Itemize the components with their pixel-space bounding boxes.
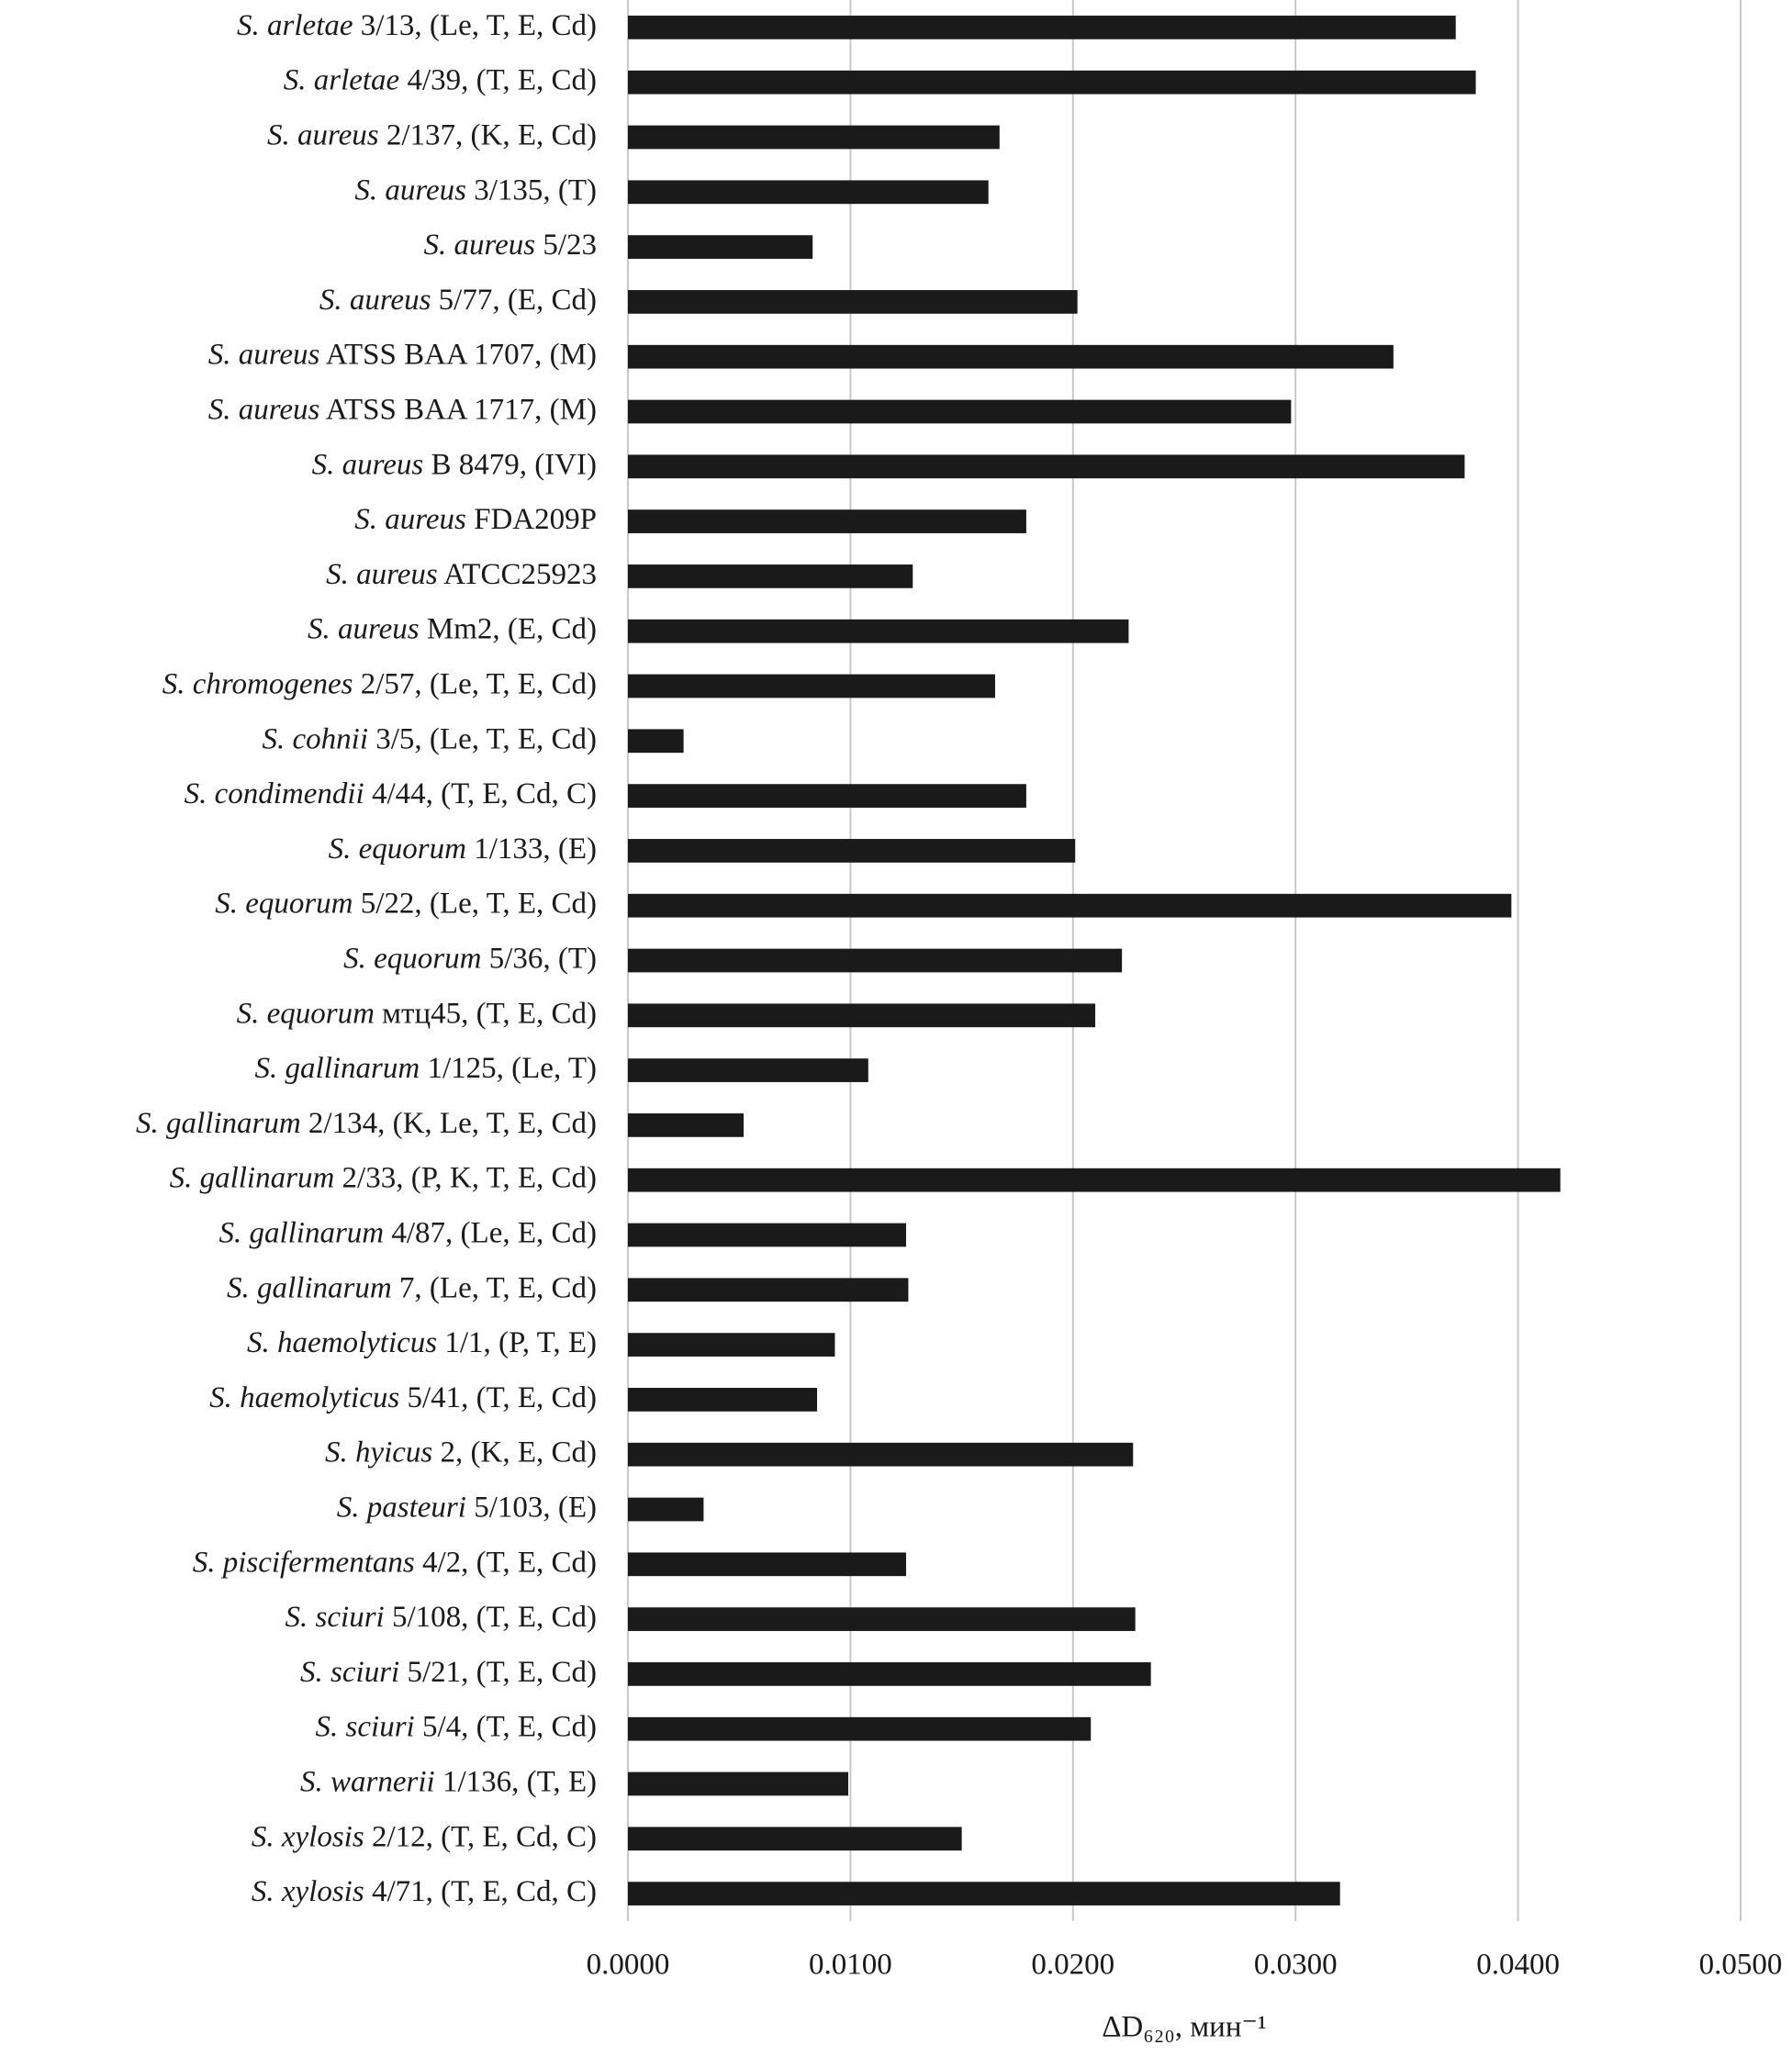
y-tick-label: S. aureus ATSS BAA 1717, (M): [208, 393, 597, 426]
x-axis-label: ΔD₆₂₀, мин⁻¹: [1102, 2011, 1267, 2044]
x-tick-label: 0.0100: [809, 1949, 892, 1982]
bar: [628, 1662, 1151, 1686]
y-tick-label: S. haemolyticus 5/41, (T, E, Cd): [209, 1380, 597, 1414]
y-tick-label: S. aureus 3/135, (T): [354, 173, 597, 207]
y-tick-label: S. condimendii 4/44, (T, E, Cd, C): [185, 777, 597, 810]
bar: [628, 344, 1394, 369]
bar: [628, 1223, 906, 1247]
y-tick-label: S. xylosis 2/12, (T, E, Cd, C): [252, 1820, 597, 1853]
x-tick-label: 0.0300: [1254, 1949, 1338, 1982]
y-tick-label: S. aureus 5/77, (E, Cd): [319, 283, 597, 316]
bar: [628, 509, 1026, 533]
y-tick-label: S. gallinarum 2/33, (P, K, T, E, Cd): [170, 1161, 597, 1194]
bar: [628, 784, 1026, 808]
x-tick-label: 0.0200: [1031, 1949, 1114, 1982]
bar: [628, 1497, 704, 1522]
x-tick-label: 0.0500: [1699, 1949, 1783, 1982]
y-tick-label: S. arletae 3/13, (Le, T, E, Cd): [237, 8, 597, 41]
bar: [628, 893, 1512, 918]
y-tick-label: S. piscifermentans 4/2, (T, E, Cd): [193, 1546, 597, 1579]
bar: [628, 16, 1456, 39]
bar: [628, 1388, 818, 1412]
bar: [628, 1442, 1134, 1467]
bar: [628, 1113, 745, 1137]
bar: [628, 1168, 1561, 1192]
bar: [628, 399, 1292, 424]
y-tick-label: S. haemolyticus 1/1, (P, T, E): [247, 1326, 597, 1359]
y-tick-label: S. aureus Mm2, (E, Cd): [308, 612, 597, 645]
bar: [628, 1607, 1136, 1631]
y-tick-label: S. pasteuri 5/103, (E): [337, 1491, 597, 1524]
bar: [628, 1003, 1096, 1028]
bar: [628, 70, 1476, 95]
bar: [628, 1716, 1092, 1741]
bar: [628, 1552, 906, 1577]
bar: [628, 729, 684, 754]
y-tick-label: S. sciuri 5/108, (T, E, Cd): [286, 1601, 597, 1634]
y-tick-label: S. equorum мтц45, (T, E, Cd): [237, 997, 597, 1030]
bar: [628, 290, 1078, 314]
bar: [628, 619, 1129, 643]
y-tick-label: S. warnerii 1/136, (T, E): [300, 1765, 597, 1798]
bar: [628, 1278, 909, 1302]
y-tick-label: S. gallinarum 7, (Le, T, E, Cd): [227, 1271, 597, 1304]
y-tick-label: S. sciuri 5/21, (T, E, Cd): [300, 1655, 597, 1688]
y-tick-label: S. aureus FDA209P: [354, 503, 597, 536]
bar: [628, 454, 1465, 479]
bar: [628, 1882, 1340, 1905]
bar: [628, 1771, 848, 1796]
bar: [628, 564, 913, 588]
y-tick-label: S. aureus ATSS BAA 1707, (M): [208, 338, 597, 371]
y-tick-label: S. aureus 5/23: [423, 229, 597, 262]
y-tick-label: S. aureus 2/137, (K, E, Cd): [267, 118, 597, 151]
bar: [628, 948, 1123, 973]
y-tick-label: S. aureus B 8479, (IVI): [312, 448, 597, 481]
y-tick-label: S. cohnii 3/5, (Le, T, E, Cd): [263, 722, 597, 755]
bar: [628, 674, 995, 698]
bar: [628, 235, 813, 259]
bar: [628, 180, 989, 205]
x-tick-label: 0.0000: [587, 1949, 670, 1982]
bar: [628, 1827, 962, 1851]
y-tick-label: S. arletae 4/39, (T, E, Cd): [284, 63, 597, 96]
x-tick-label: 0.0400: [1476, 1949, 1560, 1982]
y-tick-label: S. gallinarum 1/125, (Le, T): [255, 1052, 597, 1085]
bar: [628, 839, 1076, 863]
y-tick-label: S. equorum 5/36, (T): [343, 942, 597, 975]
y-tick-label: S. equorum 5/22, (Le, T, E, Cd): [215, 887, 597, 920]
y-tick-label: S. gallinarum 4/87, (Le, E, Cd): [218, 1216, 597, 1249]
bar: [628, 1058, 868, 1082]
y-tick-label: S. aureus ATCC25923: [326, 557, 597, 590]
bar: [628, 125, 1000, 150]
y-tick-label: S. sciuri 5/4, (T, E, Cd): [316, 1710, 597, 1743]
y-tick-label: S. chromogenes 2/57, (Le, T, E, Cd): [162, 667, 597, 700]
y-tick-label: S. gallinarum 2/134, (K, Le, T, E, Cd): [136, 1106, 597, 1139]
bar: [628, 1333, 835, 1357]
y-tick-label: S. equorum 1/133, (E): [329, 832, 597, 865]
y-tick-label: S. hyicus 2, (K, E, Cd): [325, 1436, 597, 1469]
y-tick-label: S. xylosis 4/71, (T, E, Cd, C): [252, 1875, 597, 1908]
